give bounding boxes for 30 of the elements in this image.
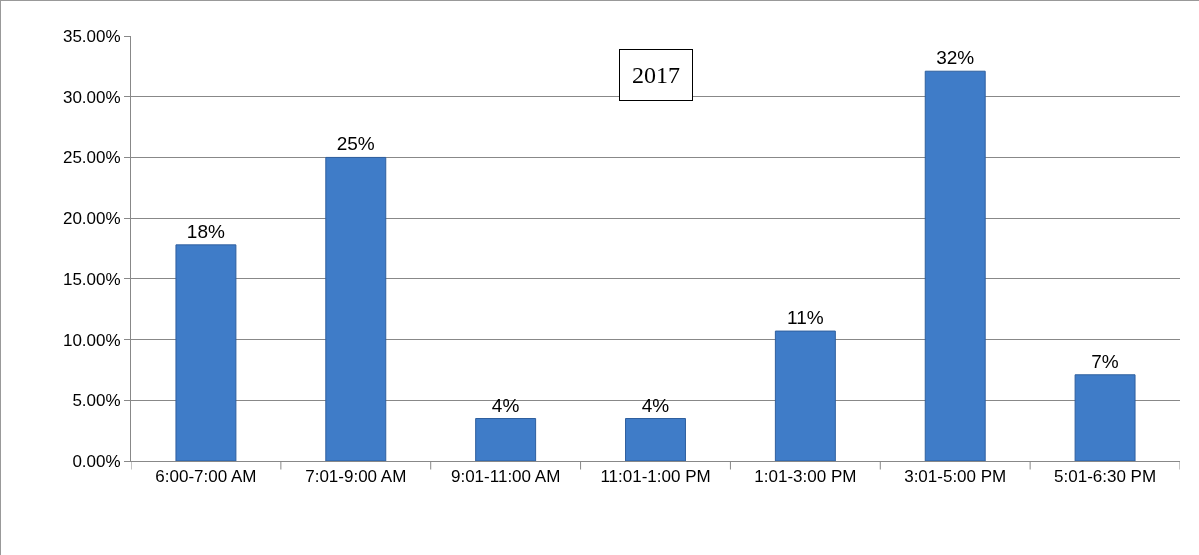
y-tick-label: 25.00% (62, 148, 121, 168)
data-label: 11% (787, 307, 824, 329)
data-label: 4% (641, 394, 670, 416)
data-label: 18% (186, 220, 225, 242)
data-label: 32% (936, 47, 975, 69)
bar (475, 418, 537, 461)
bar (1074, 374, 1136, 461)
data-label: 25% (336, 133, 375, 155)
x-tick-label: 9:01-11:00 AM (450, 467, 561, 487)
x-tick-label: 7:01-9:00 AM (305, 467, 407, 487)
y-tick-label: 15.00% (62, 269, 121, 289)
bar (774, 330, 836, 461)
y-tick-label: 35.00% (62, 26, 121, 46)
bar (625, 418, 686, 461)
x-tick-label: 3:01-5:00 PM (904, 467, 1007, 487)
data-label: 7% (1091, 350, 1119, 372)
y-tick-label: 0.00% (72, 451, 121, 471)
x-tick-label: 1:01-3:00 PM (754, 467, 857, 487)
y-tick-label: 5.00% (72, 391, 121, 411)
bar (325, 156, 387, 461)
x-tick-label: 11:01-1:00 PM (600, 467, 711, 487)
y-tick-label: 30.00% (62, 87, 121, 107)
bar (924, 70, 986, 461)
data-label: 4% (491, 394, 520, 416)
x-tick-label: 5:01-6:30 PM (1054, 467, 1157, 487)
annotation: 2017 (632, 62, 680, 88)
y-tick-label: 10.00% (62, 330, 121, 350)
x-tick-label: 6:00-7:00 AM (155, 467, 257, 487)
y-tick-label: 20.00% (62, 209, 121, 229)
bar (175, 244, 237, 461)
